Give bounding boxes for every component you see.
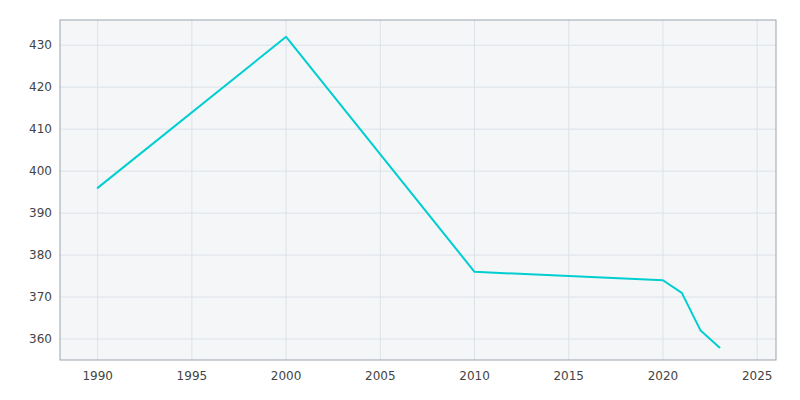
x-tick-label: 2010	[459, 369, 490, 383]
plot-background	[60, 20, 776, 360]
x-tick-label: 2025	[742, 369, 773, 383]
page: {"chart_data": {"type": "line", "x": [19…	[0, 0, 800, 400]
x-grid-line	[662, 20, 663, 360]
y-tick-label: 410	[29, 122, 52, 136]
y-tick-label: 420	[29, 80, 52, 94]
y-grid-line	[60, 171, 776, 172]
grid	[60, 20, 776, 360]
y-grid-line	[60, 129, 776, 130]
y-tick-label: 430	[29, 38, 52, 52]
chart-svg: 360 370 380 390 400 410 420 430 1990 1995 2000 2005…	[0, 0, 800, 400]
x-tick-label: 1990	[82, 369, 113, 383]
y-tick-label: 390	[29, 206, 52, 220]
y-grid-line	[60, 255, 776, 256]
y-grid-line	[60, 297, 776, 298]
plot-frame	[60, 20, 776, 360]
y-tick-label: 400	[29, 164, 52, 178]
x-grid-line	[568, 20, 569, 360]
y-tick-label: 380	[29, 248, 52, 262]
x-tick-label: 2020	[648, 369, 679, 383]
y-grid-line	[60, 87, 776, 88]
population-line	[98, 37, 720, 348]
x-grid-line	[474, 20, 475, 360]
y-grid-line	[60, 45, 776, 46]
x-tick-label: 2005	[365, 369, 396, 383]
x-grid-line	[757, 20, 758, 360]
x-grid-line	[286, 20, 287, 360]
chart-container: 360 370 380 390 400 410 420 430 1990 1995 2000 2005…	[0, 0, 800, 400]
y-tick-label: 360	[29, 332, 52, 346]
y-grid-line	[60, 213, 776, 214]
x-grid-line	[191, 20, 192, 360]
y-tick-label: 370	[29, 290, 52, 304]
x-grid-line	[97, 20, 98, 360]
data-layer	[98, 37, 720, 348]
y-grid-line	[60, 339, 776, 340]
x-tick-label: 2000	[271, 369, 302, 383]
x-tick-label: 1995	[177, 369, 208, 383]
x-tick-label: 2015	[553, 369, 584, 383]
x-grid-line	[380, 20, 381, 360]
tick-labels: 360 370 380 390 400 410 420 430 1990 1995 2000 2005…	[29, 38, 772, 383]
